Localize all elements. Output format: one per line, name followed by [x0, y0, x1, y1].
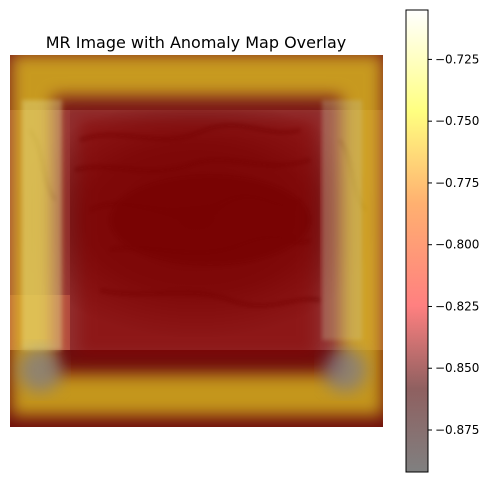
colorbar-tick-label: −0.725	[435, 52, 479, 66]
colorbar-tick-label: −0.750	[435, 114, 479, 128]
colorbar-tick-label: −0.850	[435, 361, 479, 375]
colorbar: −0.725 −0.750 −0.775 −0.800 −0.825 −0.850 −0.8…	[405, 9, 479, 473]
colorbar-gradient	[406, 10, 428, 472]
colorbar-tick-label: −0.825	[435, 299, 479, 313]
colorbar-frame	[405, 9, 429, 473]
anomaly-overlay	[10, 55, 383, 427]
colorbar-tick-label: −0.775	[435, 176, 479, 190]
colorbar-tick-label: −0.875	[435, 423, 479, 437]
colorbar-ticks: −0.725 −0.750 −0.775 −0.800 −0.825 −0.850 −0.8…	[428, 52, 479, 437]
image-panel	[10, 55, 383, 427]
chart-title: MR Image with Anomaly Map Overlay	[46, 33, 347, 52]
colorbar-tick-label: −0.800	[435, 238, 479, 252]
